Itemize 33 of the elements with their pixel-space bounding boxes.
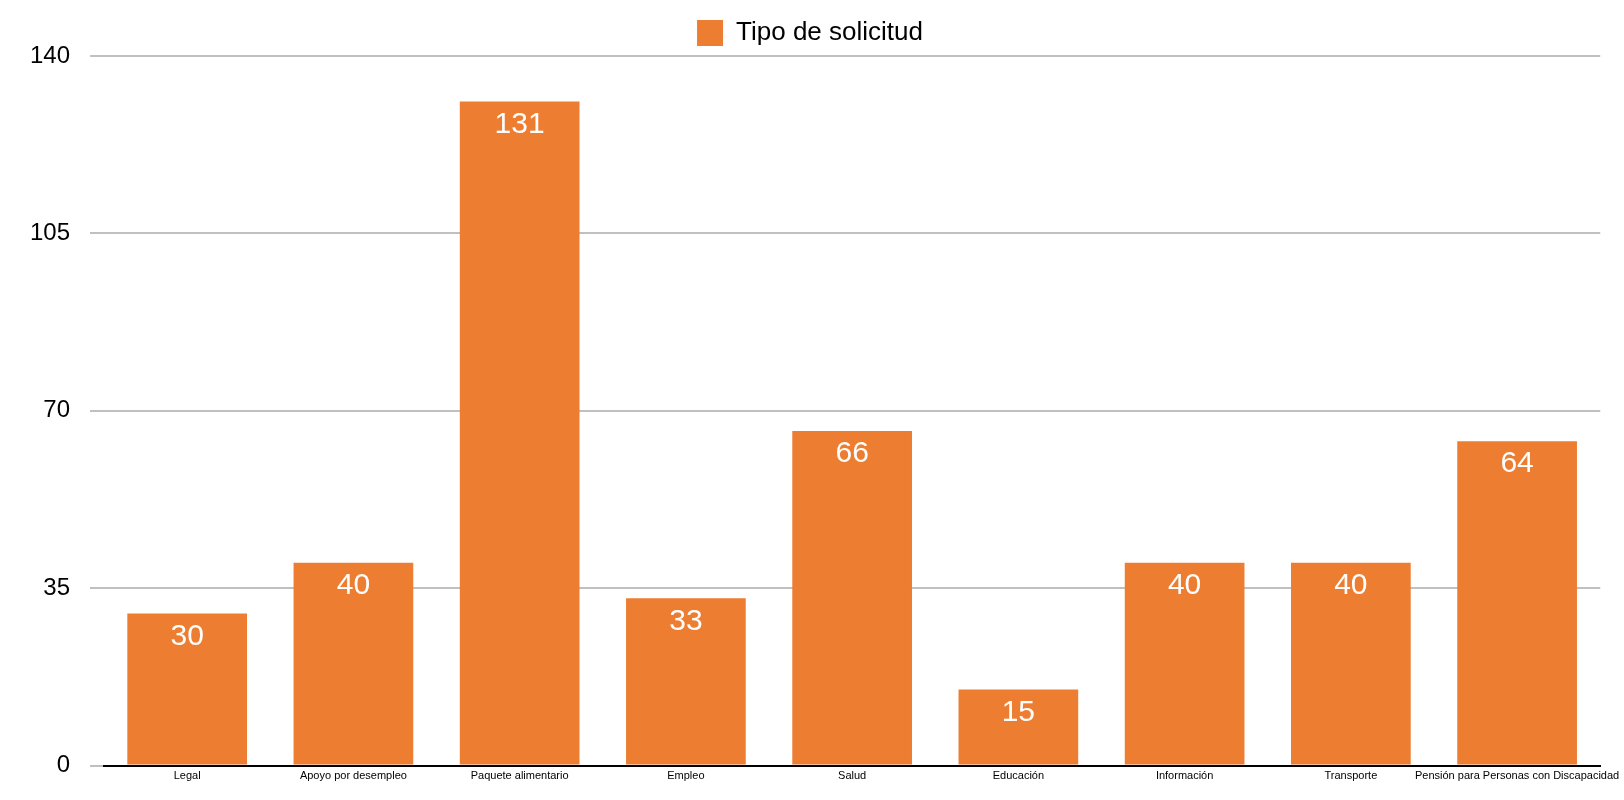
bar <box>792 431 912 765</box>
data-label: 40 <box>336 567 371 601</box>
data-label: 131 <box>494 105 545 139</box>
bar <box>1457 441 1577 765</box>
data-label: 40 <box>1167 567 1202 601</box>
bar <box>1291 562 1411 765</box>
data-label: 40 <box>1334 567 1368 601</box>
data-label: 30 <box>170 617 204 651</box>
y-tick-label: 140 <box>30 40 71 68</box>
y-tick-label: 70 <box>43 395 71 423</box>
data-label: 15 <box>1001 693 1036 727</box>
bar <box>293 562 414 765</box>
y-tick-label: 0 <box>56 750 71 778</box>
x-tick-label: Pensión para Personas con Discapacidad <box>1414 769 1620 782</box>
x-tick-label: Legal <box>173 769 201 782</box>
bar <box>958 689 1079 765</box>
x-tick-label: Información <box>1155 769 1214 782</box>
x-tick-label: Apoyo por desempleo <box>299 769 407 782</box>
y-tick-label: 105 <box>30 218 71 246</box>
x-tick-label: Salud <box>838 769 867 782</box>
bar <box>1124 562 1245 765</box>
y-tick-label: 35 <box>43 572 71 600</box>
x-tick-label: Paquete alimentario <box>470 769 569 782</box>
data-label: 64 <box>1500 445 1534 479</box>
legend-label: Tipo de solicitud <box>736 16 923 47</box>
x-tick-label: Empleo <box>667 769 705 782</box>
bar <box>459 101 580 765</box>
x-tick-label: Educación <box>992 769 1045 782</box>
x-tick-label: Transporte <box>1324 769 1378 782</box>
data-label: 33 <box>669 602 703 636</box>
bar <box>626 598 746 765</box>
bar <box>127 613 248 765</box>
data-label: 66 <box>835 435 869 469</box>
